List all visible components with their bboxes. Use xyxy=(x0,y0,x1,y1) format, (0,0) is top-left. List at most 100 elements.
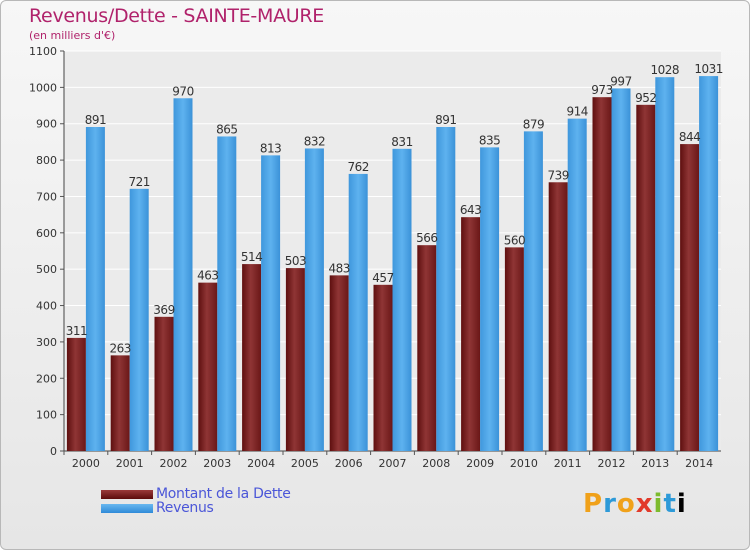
x-tick-label: 2008 xyxy=(422,457,450,470)
y-tick-label: 300 xyxy=(36,336,57,349)
bar-revenue xyxy=(304,148,324,452)
x-tick-label: 2003 xyxy=(203,457,231,470)
data-label-debt: 503 xyxy=(285,254,306,268)
data-label-debt: 463 xyxy=(197,269,218,283)
y-tick-label: 500 xyxy=(36,263,57,276)
bar-debt xyxy=(680,144,700,451)
bar-debt xyxy=(329,275,349,451)
data-label-revenue: 891 xyxy=(435,113,456,127)
logo-letter: t xyxy=(663,489,677,519)
data-label-revenue: 865 xyxy=(216,122,237,136)
logo-letter: r xyxy=(603,489,617,519)
bar-revenue xyxy=(217,136,237,452)
data-label-revenue: 835 xyxy=(479,133,500,147)
data-label-revenue: 831 xyxy=(391,135,412,149)
data-label-revenue: 891 xyxy=(85,113,106,127)
y-tick-label: 900 xyxy=(36,118,57,131)
legend-swatch-revenue xyxy=(101,503,153,513)
x-tick-label: 2007 xyxy=(379,457,407,470)
legend-label-debt: Montant de la Dette xyxy=(156,486,291,502)
y-tick-label: 0 xyxy=(50,445,57,458)
bar-revenue xyxy=(611,88,631,452)
bar-debt xyxy=(417,245,437,451)
y-tick-label: 1000 xyxy=(29,81,57,94)
bar-revenue xyxy=(523,131,543,451)
bar-revenue xyxy=(129,188,149,451)
bar-revenue xyxy=(392,148,412,451)
data-label-debt: 483 xyxy=(328,261,349,275)
x-tick-label: 2009 xyxy=(466,457,494,470)
x-tick-label: 2004 xyxy=(247,457,275,470)
bar-revenue xyxy=(567,118,587,452)
logo-letter: i xyxy=(676,489,687,519)
legend-label-revenue: Revenus xyxy=(156,500,214,516)
x-tick-label: 2014 xyxy=(685,457,713,470)
legend: Montant de la Dette Revenus xyxy=(101,486,291,516)
data-label-debt: 952 xyxy=(635,91,656,105)
data-label-debt: 311 xyxy=(66,324,87,338)
y-tick-label: 400 xyxy=(36,300,57,313)
bar-debt xyxy=(285,268,305,451)
data-label-revenue: 879 xyxy=(523,117,544,131)
data-label-revenue: 762 xyxy=(347,160,368,174)
data-label-debt: 457 xyxy=(372,271,393,285)
data-label-revenue: 832 xyxy=(304,134,325,148)
data-label-debt: 369 xyxy=(153,303,174,317)
data-label-revenue: 1031 xyxy=(694,62,723,76)
data-label-revenue: 970 xyxy=(172,84,193,98)
bar-revenue xyxy=(348,173,368,451)
data-label-debt: 739 xyxy=(547,168,568,182)
bar-debt xyxy=(242,264,262,451)
logo-letter: P xyxy=(583,489,604,519)
bar-debt xyxy=(504,247,524,451)
bar-revenue xyxy=(173,98,193,451)
y-tick-label: 600 xyxy=(36,227,57,240)
y-tick-label: 200 xyxy=(36,372,57,385)
logo-letter: i xyxy=(653,489,664,519)
bar-revenue xyxy=(699,76,719,451)
x-tick-label: 2006 xyxy=(335,457,363,470)
bar-debt xyxy=(548,182,568,452)
bar-debt xyxy=(66,337,86,451)
proxiti-logo: Proxiti xyxy=(583,489,687,519)
bar-debt xyxy=(154,316,174,451)
x-tick-label: 2002 xyxy=(160,457,188,470)
legend-swatch-debt xyxy=(101,489,153,499)
data-label-debt: 973 xyxy=(591,83,612,97)
y-tick-label: 700 xyxy=(36,190,57,203)
y-tick-label: 100 xyxy=(36,409,57,422)
data-label-revenue: 1028 xyxy=(651,63,680,77)
bar-revenue xyxy=(655,77,675,451)
bar-debt xyxy=(592,97,612,451)
bar-debt xyxy=(636,104,656,452)
bar-revenue xyxy=(436,127,456,451)
x-tick-label: 2010 xyxy=(510,457,538,470)
x-tick-label: 2011 xyxy=(554,457,582,470)
data-label-debt: 560 xyxy=(504,233,525,247)
legend-item-revenue: Revenus xyxy=(101,500,291,516)
bar-debt xyxy=(461,217,481,451)
bar-debt xyxy=(373,284,393,451)
logo-letter: o xyxy=(616,489,636,519)
logo-letter: x xyxy=(635,489,654,519)
bar-debt xyxy=(198,282,218,451)
y-tick-label: 1100 xyxy=(29,45,57,58)
data-label-revenue: 813 xyxy=(260,141,281,155)
x-tick-label: 2001 xyxy=(116,457,144,470)
data-label-debt: 643 xyxy=(460,203,481,217)
data-label-debt: 514 xyxy=(241,250,262,264)
data-label-revenue: 914 xyxy=(566,105,587,119)
data-label-revenue: 997 xyxy=(610,74,631,88)
y-tick-label: 800 xyxy=(36,154,57,167)
data-label-debt: 844 xyxy=(679,130,700,144)
x-tick-label: 2012 xyxy=(598,457,626,470)
x-tick-label: 2000 xyxy=(72,457,100,470)
chart-subtitle: (en milliers d'€) xyxy=(29,29,116,42)
bar-revenue xyxy=(261,155,281,451)
x-tick-label: 2005 xyxy=(291,457,319,470)
legend-item-debt: Montant de la Dette xyxy=(101,486,291,502)
chart-title: Revenus/Dette - SAINTE-MAURE xyxy=(29,5,324,27)
data-label-debt: 566 xyxy=(416,231,437,245)
